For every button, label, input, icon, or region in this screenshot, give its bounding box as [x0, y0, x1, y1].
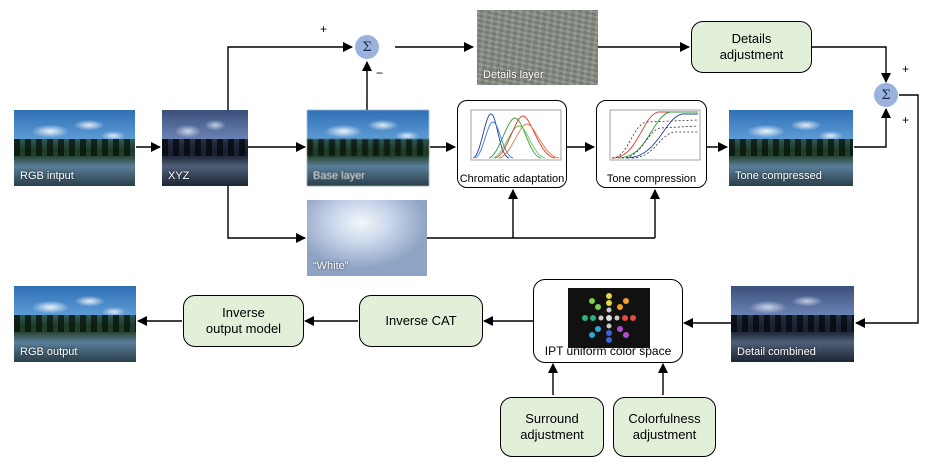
- colorfulness-adjustment-box: Colorfulness adjustment: [613, 397, 716, 457]
- tone-compression-box: Tone compression: [596, 100, 707, 188]
- sign-plus-sum2-top: +: [902, 62, 910, 76]
- base-layer-image: Base layer: [307, 110, 429, 186]
- xyz-label: XYZ: [168, 170, 190, 182]
- arrow-xyz-to-white: [227, 185, 306, 243]
- color-wheel-graphic: [582, 293, 636, 343]
- arrow-xyz-to-sum1: [227, 42, 353, 110]
- surround-adjustment-box: Surround adjustment: [500, 397, 604, 457]
- inverse-cat-box: Inverse CAT: [359, 295, 483, 347]
- chromatic-adaptation-label: Chromatic adaptation: [458, 173, 566, 185]
- rgb-input-label: RGB intput: [20, 170, 74, 182]
- xyz-image: XYZ: [162, 110, 248, 186]
- white-image: “White”: [307, 200, 427, 276]
- ipt-label: IPT uniform color space: [544, 344, 672, 358]
- sum-node-combine: Σ: [874, 83, 898, 107]
- inverse-output-model-box: Inverse output model: [183, 295, 304, 347]
- sign-minus-sum1: −: [376, 66, 384, 80]
- details-layer-image: Details layer: [477, 10, 598, 85]
- rgb-input-image: RGB intput: [14, 110, 135, 186]
- white-label: “White”: [313, 260, 349, 272]
- sum-symbol: Σ: [362, 39, 372, 55]
- ipt-color-wheel-image: [568, 288, 650, 348]
- details-adjustment-label: Details adjustment: [719, 30, 784, 62]
- sign-plus-sum2-bottom: +: [902, 113, 910, 127]
- arrow-adjust-to-sum2: [812, 46, 891, 83]
- base-layer-label: Base layer: [313, 170, 365, 182]
- tone-compressed-label: Tone compressed: [735, 170, 822, 182]
- details-adjustment-box: Details adjustment: [691, 21, 812, 73]
- inverse-cat-label: Inverse CAT: [385, 312, 457, 328]
- rgb-output-label: RGB output: [20, 346, 78, 358]
- detail-combined-image: Detail combined: [731, 286, 854, 362]
- sign-plus-sum1: +: [320, 22, 328, 36]
- chromatic-adaptation-box: Chromatic adaptation: [457, 100, 567, 188]
- ipt-box: IPT uniform color space: [533, 279, 683, 363]
- arrow-compressed-to-sum2: [854, 108, 891, 148]
- tone-compression-label: Tone compression: [597, 173, 706, 185]
- tone-compression-plot: [609, 109, 701, 161]
- sum-node-details: Σ: [355, 35, 379, 59]
- surround-adjustment-label: Surround adjustment: [520, 410, 584, 442]
- details-layer-label: Details layer: [483, 69, 544, 81]
- chromatic-adaptation-plot: [470, 109, 562, 161]
- colorfulness-adjustment-label: Colorfulness adjustment: [628, 410, 701, 442]
- inverse-output-model-label: Inverse output model: [205, 304, 282, 336]
- detail-combined-label: Detail combined: [737, 346, 816, 358]
- sum-symbol: Σ: [881, 87, 891, 103]
- arrow-sum2-to-detail-combined: [855, 94, 919, 328]
- tone-compressed-image: Tone compressed: [729, 110, 853, 186]
- rgb-output-image: RGB output: [14, 286, 136, 362]
